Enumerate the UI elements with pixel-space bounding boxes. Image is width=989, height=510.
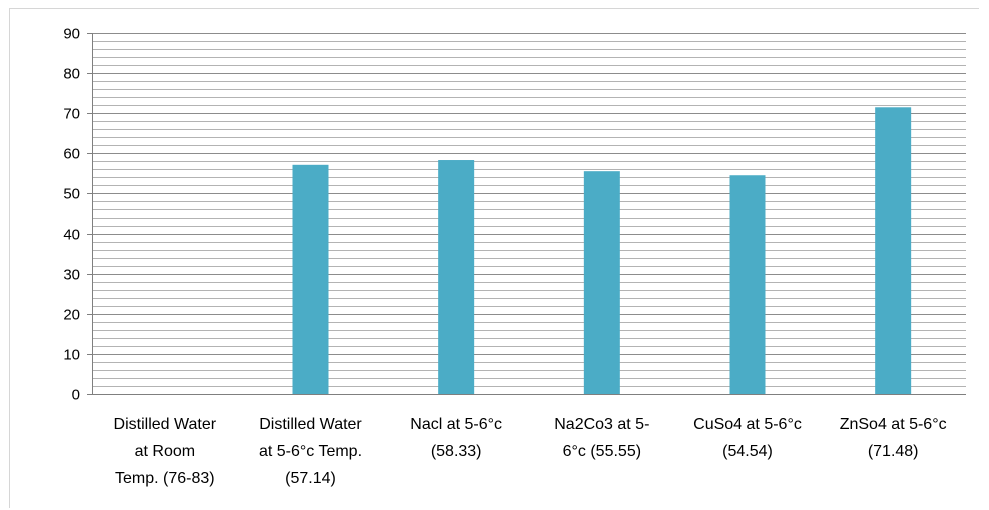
y-tick-label: 20 [63,307,80,324]
x-category-label: Nacl at 5-6°c (58.33) [410,416,502,460]
y-tick-label: 30 [63,267,80,284]
bar [292,164,329,394]
x-category-label: Na2Co3 at 5-6°c (55.55) [554,416,649,460]
y-tick-label: 80 [63,66,80,83]
chart-frame [9,8,979,508]
x-category-labels: Distilled Water at Room Temp. (76-83) Disti… [114,416,947,487]
y-tick-labels: 0 10 20 30 40 50 60 70 80 90 [63,26,80,404]
x-category-label: Distilled Water at 5-6°c Temp. (57.14) [259,416,362,487]
y-tick-label: 10 [63,347,80,364]
gridlines [92,33,966,387]
bar [729,175,766,394]
x-category-label: ZnSo4 at 5-6°c (71.48) [840,416,947,460]
bar [438,160,475,394]
y-tick-label: 60 [63,146,80,163]
axes [87,33,966,395]
y-tick-label: 90 [63,26,80,43]
y-tick-label: 40 [63,227,80,244]
x-category-label: CuSo4 at 5-6°c (54.54) [693,416,802,460]
bars [292,107,912,395]
bar [875,107,912,395]
x-category-label: Distilled Water at Room Temp. (76-83) [114,416,217,487]
y-tick-label: 50 [63,186,80,203]
bar [583,171,620,394]
y-tick-label: 70 [63,106,80,123]
y-tick-label: 0 [72,387,80,404]
